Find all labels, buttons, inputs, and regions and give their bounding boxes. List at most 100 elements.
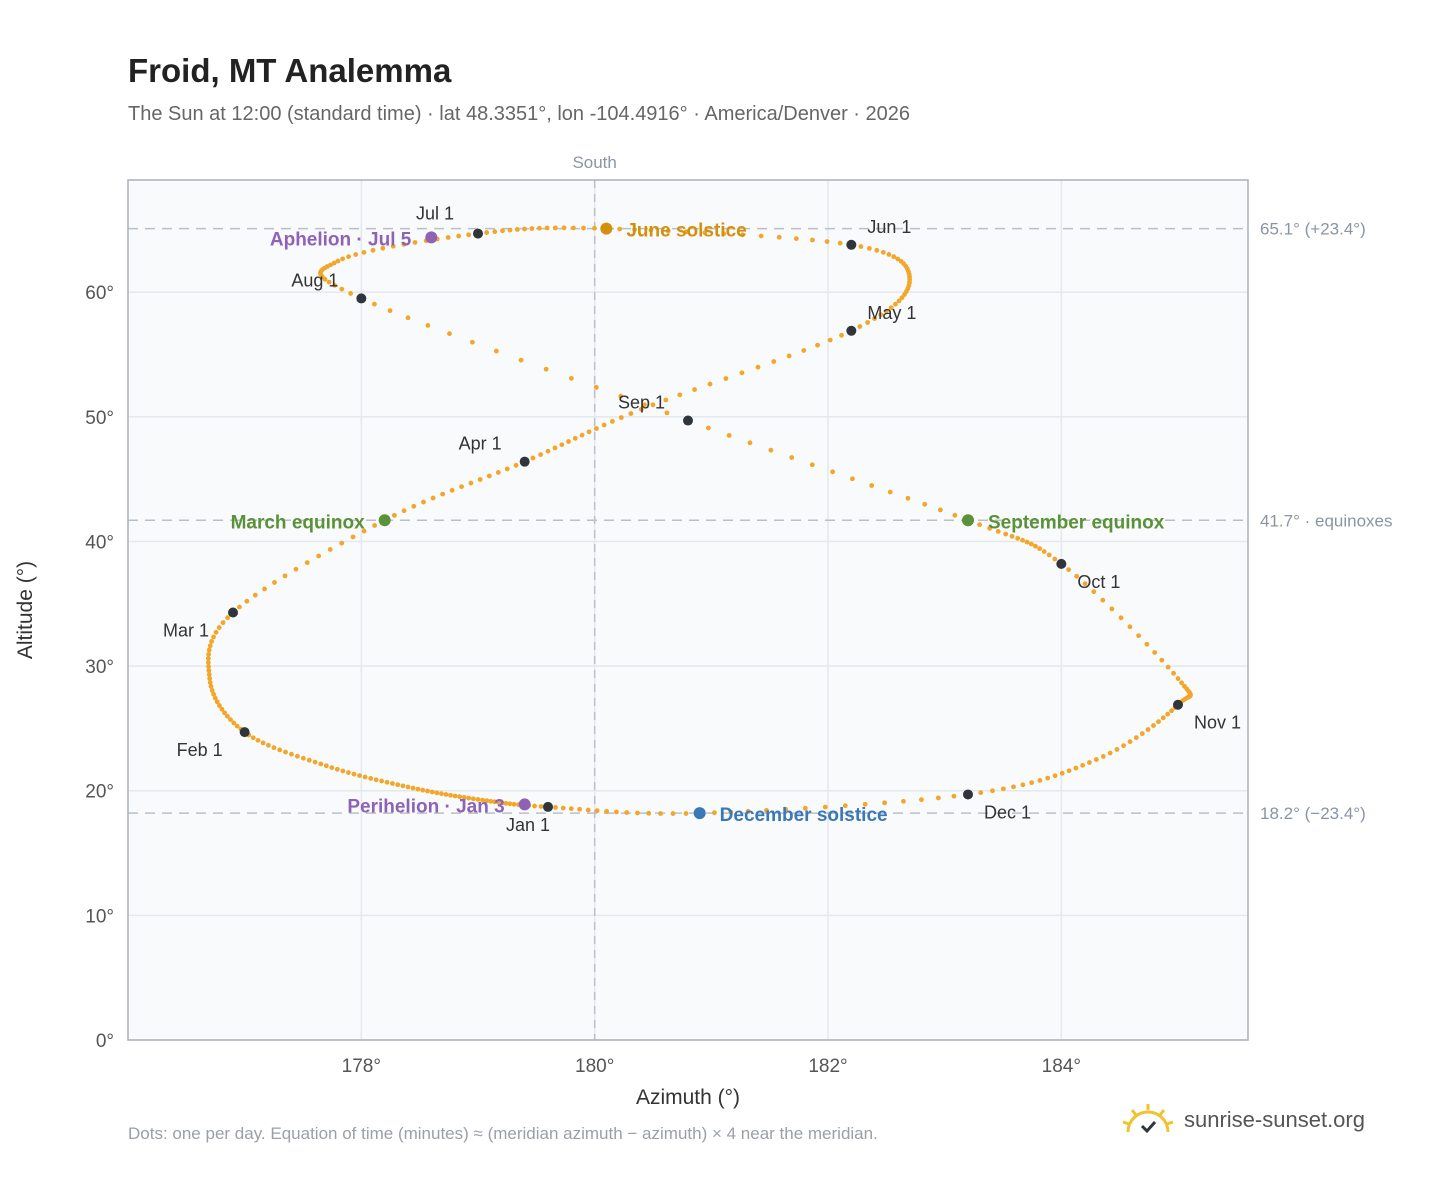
daily-sun-dot — [217, 703, 222, 708]
daily-sun-dot — [250, 735, 256, 741]
month-marker — [473, 228, 483, 239]
daily-sun-dot — [544, 225, 550, 231]
brand-link[interactable]: sunrise-sunset.org — [1120, 1102, 1365, 1138]
daily-sun-dot — [768, 447, 774, 453]
plot-area — [128, 180, 1248, 1040]
daily-sun-dot — [618, 393, 624, 399]
daily-sun-dot — [572, 435, 578, 441]
daily-sun-dot — [1073, 765, 1079, 771]
daily-sun-dot — [225, 615, 230, 621]
daily-sun-dot — [339, 286, 345, 292]
daily-sun-dot — [1100, 754, 1106, 759]
daily-sun-dot — [1169, 708, 1174, 714]
chart-title: Froid, MT Analemma — [128, 52, 452, 89]
daily-sun-dot — [937, 507, 943, 513]
daily-sun-dot — [439, 791, 444, 797]
daily-sun-dot — [1100, 597, 1106, 603]
daily-sun-dot — [456, 233, 462, 239]
daily-sun-dot — [205, 656, 211, 661]
daily-sun-dot — [632, 227, 637, 232]
month-label: Feb 1 — [177, 740, 223, 760]
daily-sun-dot — [283, 749, 288, 755]
daily-sun-dot — [1121, 743, 1126, 749]
daily-sun-dot — [822, 804, 828, 810]
daily-sun-dot — [692, 387, 697, 392]
y-tick-label: 0° — [96, 1031, 114, 1052]
daily-sun-dot — [1015, 535, 1021, 541]
daily-sun-dot — [579, 432, 585, 438]
daily-sun-dot — [443, 792, 449, 797]
daily-sun-dot — [702, 230, 708, 236]
daily-sun-dot — [987, 525, 993, 531]
daily-sun-dot — [837, 240, 843, 246]
month-label: Aug 1 — [291, 270, 338, 290]
daily-sun-dot — [207, 643, 213, 649]
daily-sun-dot — [1165, 664, 1171, 670]
daily-sun-dot — [207, 676, 213, 681]
daily-sun-dot — [334, 766, 340, 772]
daily-sun-dot — [457, 794, 463, 800]
daily-sun-dot — [231, 720, 237, 726]
daily-sun-dot — [604, 808, 609, 814]
daily-sun-dot — [664, 410, 670, 416]
daily-sun-dot — [858, 244, 864, 249]
daily-sun-dot — [318, 761, 324, 767]
y-tick-label: 10° — [85, 906, 114, 927]
daily-sun-dot — [237, 604, 242, 610]
daily-sun-dot — [212, 695, 218, 701]
month-label: Apr 1 — [459, 434, 502, 454]
daily-sun-dot — [500, 228, 505, 234]
daily-sun-dot — [745, 808, 751, 814]
daily-sun-dot — [536, 225, 542, 231]
daily-sun-dot — [1175, 676, 1181, 681]
daily-sun-dot — [206, 664, 211, 669]
event-marker — [518, 798, 531, 811]
daily-sun-dot — [209, 687, 215, 693]
daily-sun-dot — [1045, 775, 1051, 781]
daily-sun-dot — [211, 691, 217, 697]
daily-sun-dot — [1139, 731, 1145, 737]
daily-sun-dot — [712, 810, 717, 816]
month-label: Oct 1 — [1077, 572, 1120, 592]
daily-sun-dot — [592, 225, 597, 231]
daily-sun-dot — [1165, 711, 1171, 717]
daily-sun-dot — [214, 699, 220, 705]
daily-sun-dot — [1127, 739, 1133, 745]
daily-sun-dot — [400, 783, 406, 789]
daily-sun-dot — [346, 770, 351, 775]
month-marker — [519, 456, 530, 467]
daily-sun-dot — [266, 742, 271, 748]
daily-sun-dot — [410, 785, 416, 791]
daily-sun-dot — [995, 529, 1001, 534]
daily-sun-dot — [449, 487, 455, 493]
daily-sun-dot — [289, 751, 294, 757]
daily-sun-dot — [244, 598, 250, 604]
daily-sun-dot — [1133, 735, 1139, 741]
meridian-label: South — [572, 153, 616, 172]
event-marker — [600, 222, 613, 235]
daily-sun-dot — [1024, 539, 1030, 545]
daily-sun-dot — [538, 452, 544, 457]
daily-sun-dot — [1037, 778, 1043, 783]
month-label: Sep 1 — [618, 393, 665, 413]
daily-sun-dot — [577, 806, 582, 812]
event-label: September equinox — [988, 512, 1165, 533]
daily-sun-dot — [300, 755, 306, 761]
daily-sun-dot — [470, 796, 476, 802]
daily-sun-dot — [372, 301, 377, 307]
daily-sun-dot — [771, 359, 777, 364]
month-marker — [1056, 558, 1067, 569]
daily-sun-dot — [801, 348, 807, 353]
daily-sun-dot — [327, 547, 333, 552]
daily-sun-dot — [495, 470, 501, 475]
daily-sun-dot — [219, 706, 225, 712]
footnote: Dots: one per day. Equation of time (min… — [128, 1124, 878, 1143]
daily-sun-dot — [504, 466, 510, 472]
daily-sun-dot — [339, 540, 345, 546]
month-marker — [228, 607, 238, 618]
daily-sun-dot — [543, 366, 549, 372]
daily-sun-dot — [532, 803, 537, 809]
daily-sun-dot — [896, 298, 902, 304]
daily-sun-dot — [895, 256, 901, 262]
